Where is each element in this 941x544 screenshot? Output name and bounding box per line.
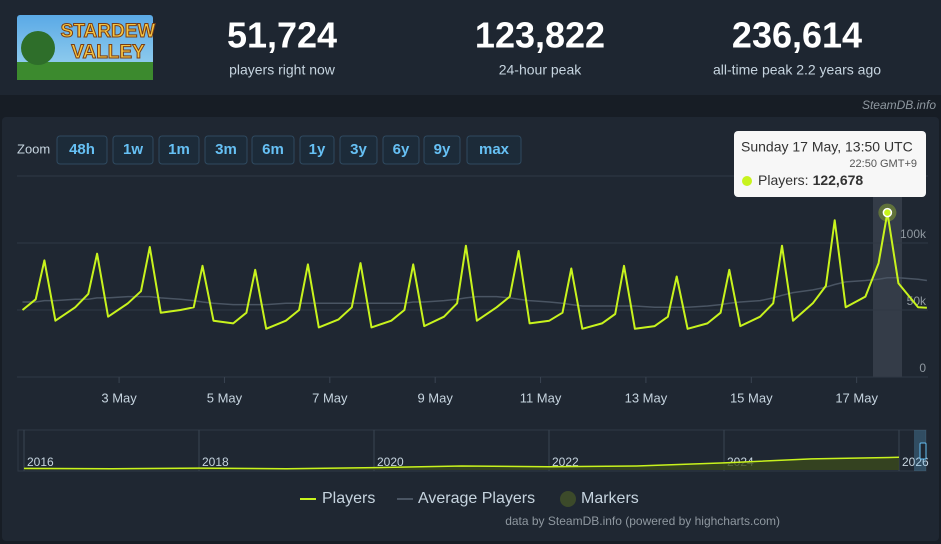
zoom-button-label[interactable]: 6m <box>262 141 284 158</box>
x-tick-label: 9 May <box>417 390 453 405</box>
navigator-area <box>24 457 899 470</box>
legend-label[interactable]: Players <box>322 490 375 507</box>
navigator-label: 2018 <box>202 455 229 469</box>
game-logo[interactable]: STARDEW VALLEY <box>17 15 156 80</box>
navigator-label: 2016 <box>27 455 54 469</box>
stat-value: 123,822 <box>475 15 605 56</box>
navigator-label: 2020 <box>377 455 404 469</box>
hover-point <box>882 207 893 218</box>
credits[interactable]: data by SteamDB.info (powered by highcha… <box>505 514 780 528</box>
plot-area <box>21 211 927 330</box>
x-tick-label: 7 May <box>312 390 348 405</box>
stat-value: 51,724 <box>227 15 337 56</box>
tooltip-value: Players: 122,678 <box>758 172 863 188</box>
x-tick-label: 15 May <box>730 390 773 405</box>
x-tick-label: 3 May <box>101 390 137 405</box>
zoom-button-label[interactable]: 1m <box>168 141 190 158</box>
logo-text: STARDEW <box>61 21 156 42</box>
zoom-button-label[interactable]: max <box>479 141 510 158</box>
logo-text: VALLEY <box>71 42 145 63</box>
zoom-button[interactable] <box>158 135 200 165</box>
zoom-button[interactable] <box>204 135 248 165</box>
zoom-button[interactable] <box>56 135 108 165</box>
zoom-button-label[interactable]: 9y <box>434 141 451 158</box>
average-line <box>22 277 928 309</box>
legend-label[interactable]: Markers <box>581 490 639 507</box>
players-line <box>21 211 927 330</box>
stats-panel <box>0 0 941 95</box>
stat-label: all-time peak 2.2 years ago <box>713 62 881 78</box>
logo-tree <box>21 31 55 65</box>
tooltip-box <box>734 131 926 197</box>
zoom-button[interactable] <box>423 135 461 165</box>
y-tick-label: 100k <box>900 227 927 241</box>
zoom-button[interactable] <box>299 135 335 165</box>
x-tick-label: 5 May <box>207 390 243 405</box>
tooltip-local-time: 22:50 GMT+9 <box>849 158 917 170</box>
zoom-button[interactable] <box>339 135 378 165</box>
stat-value: 236,614 <box>732 15 862 56</box>
zoom-button[interactable] <box>382 135 420 165</box>
zoom-button-label[interactable]: 1y <box>309 141 326 158</box>
plot-area <box>22 277 928 309</box>
zoom-button-label[interactable]: 1w <box>123 141 143 158</box>
tooltip-label: Players: <box>758 172 809 188</box>
navigator-label: 2022 <box>552 455 579 469</box>
source-link[interactable]: SteamDB.info <box>862 98 936 112</box>
chart-panel <box>2 117 939 541</box>
zoom-button[interactable] <box>112 135 154 165</box>
stat-label: 24-hour peak <box>499 62 583 78</box>
zoom-button[interactable] <box>251 135 295 165</box>
zoom-label: Zoom <box>17 141 50 156</box>
zoom-button-label[interactable]: 3y <box>350 141 367 158</box>
stat-label: players right now <box>229 62 336 78</box>
legend-symbol <box>560 491 576 507</box>
zoom-button-label[interactable]: 3m <box>215 141 237 158</box>
x-tick-label: 11 May <box>520 390 562 405</box>
zoom-button-label[interactable]: 6y <box>393 141 410 158</box>
tooltip-dot <box>742 176 752 186</box>
navigator-handle[interactable] <box>919 442 927 460</box>
y-tick-label: 0 <box>919 361 926 375</box>
tooltip-date: Sunday 17 May, 13:50 UTC <box>741 139 913 155</box>
logo-ground <box>17 62 153 80</box>
y-tick-label: 50k <box>907 294 927 308</box>
x-tick-label: 17 May <box>835 390 878 405</box>
tooltip-number: 122,678 <box>813 172 864 188</box>
legend-label[interactable]: Average Players <box>418 490 535 507</box>
x-tick-label: 13 May <box>625 390 668 405</box>
zoom-button[interactable] <box>466 135 522 165</box>
navigator-line <box>23 456 900 470</box>
zoom-button-label[interactable]: 48h <box>69 141 95 158</box>
